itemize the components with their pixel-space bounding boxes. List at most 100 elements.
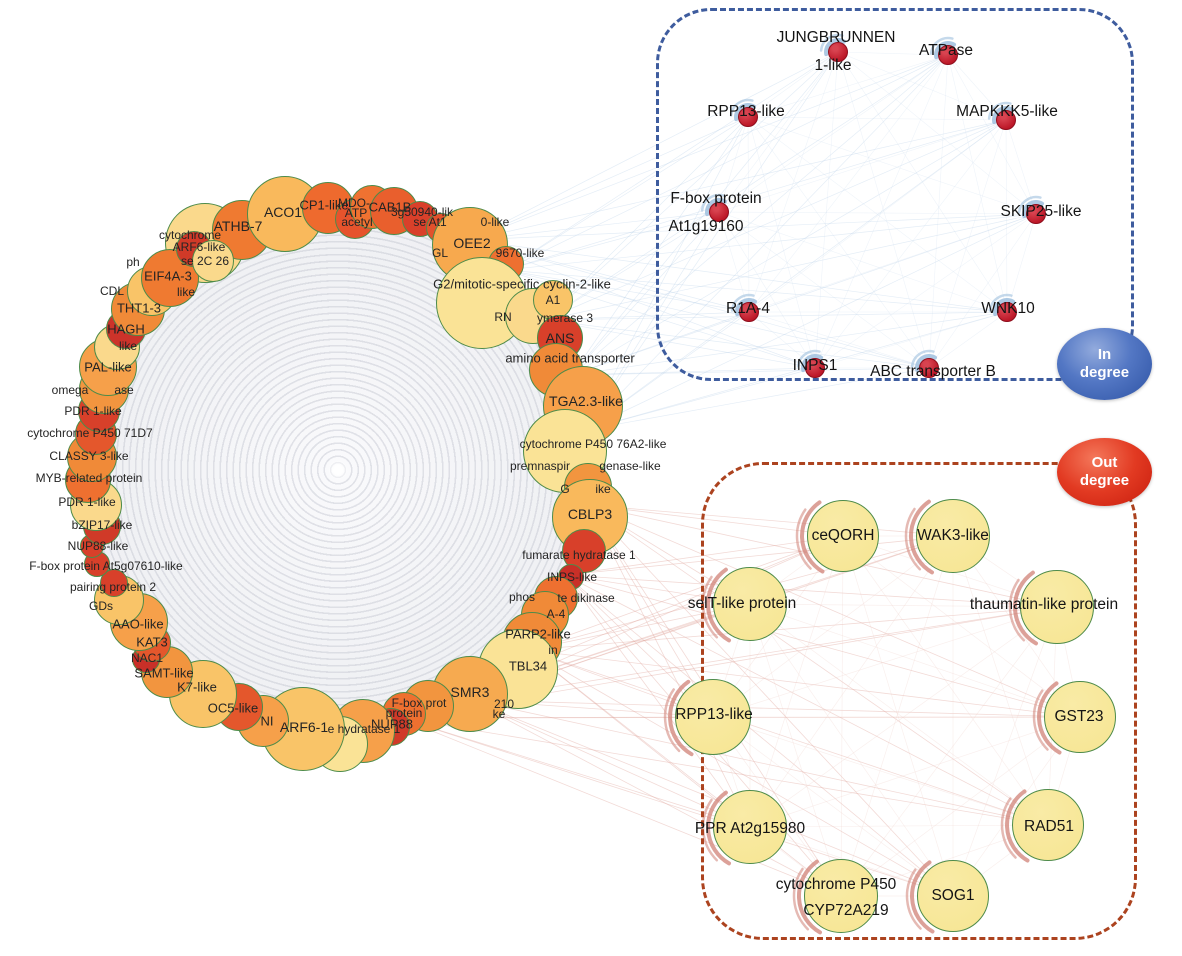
edge-line: [748, 119, 1007, 313]
edge-bundle-arc: [1017, 195, 1042, 214]
edge-bundle-arc: [797, 859, 822, 935]
ring-node-label: CP1-like: [299, 197, 349, 213]
edge-bundle-arc: [705, 198, 727, 217]
edge-line: [814, 311, 1008, 369]
edge-bundle-arc: [929, 36, 954, 55]
edge-line: [584, 213, 1037, 431]
edge-line: [947, 54, 1037, 215]
ring-node-label: CLASSY 3-like: [49, 449, 129, 463]
ring-node-label: GL: [431, 246, 449, 260]
edge-line: [469, 116, 749, 241]
edge-line: [840, 535, 954, 897]
in-degree-node: [738, 107, 758, 127]
ring-node-label: MDO-: [338, 196, 370, 210]
edge-bundle-arc: [934, 41, 956, 60]
edge-bundle-arc: [904, 507, 922, 571]
edge-bundle-arc: [663, 688, 681, 753]
edge-bundle-arc: [730, 293, 755, 312]
edge-line: [718, 211, 930, 369]
ring-node-label: THT1-3: [116, 300, 162, 316]
ring-node-label: ymerase 3: [536, 311, 594, 325]
edge-line: [749, 603, 954, 897]
edge-line: [718, 119, 1007, 213]
edge-line: [747, 116, 816, 369]
out-degree-node: [713, 567, 787, 641]
edge-line: [544, 54, 949, 321]
ring-node-label: 9670-like: [495, 246, 545, 260]
ring-node-label: bZIP17-like: [71, 518, 133, 532]
edge-bundle-arc: [1032, 689, 1049, 751]
edge-line: [544, 319, 930, 369]
in-degree-node-label: MAPKKK5-like: [956, 103, 1058, 120]
edge-line: [928, 54, 949, 369]
edge-line: [712, 716, 954, 897]
edge-line: [814, 54, 949, 369]
edge-line: [469, 606, 1058, 701]
edge-line: [840, 606, 1058, 897]
ring-node-label: ke: [492, 707, 506, 721]
edge-line: [399, 717, 1049, 826]
edge-bundle-arc: [729, 98, 754, 117]
ring-node-label: HAGH: [107, 321, 145, 337]
out-degree-node-label: thaumatin-like protein: [969, 596, 1119, 613]
edge-bundle-arc: [910, 860, 935, 934]
edge-bundle-arc: [706, 567, 731, 643]
edge-line: [469, 119, 1007, 241]
ring-node-label: 210: [493, 697, 515, 711]
edge-line: [747, 116, 1007, 121]
edge-line: [749, 606, 1058, 828]
edge-line: [469, 213, 1037, 241]
ring-node-label: EIF4A-3: [144, 268, 192, 284]
edge-line: [564, 574, 1058, 608]
in-degree-node: [739, 302, 759, 322]
edge-bundle-arc: [1013, 570, 1038, 646]
ring-node-label: ACO1: [263, 204, 303, 220]
edge-bundle-arc: [910, 349, 935, 368]
ring-node-label: PDR 1-like: [64, 404, 122, 418]
edge-line: [571, 367, 930, 376]
ring-node-label: 3g50940-lik: [390, 205, 454, 219]
ring-node-label: premnaspir: [509, 459, 571, 473]
edge-line: [718, 211, 1037, 215]
edge-line: [952, 606, 1058, 897]
edge-line: [584, 119, 1007, 431]
edge-bundle-arc: [1000, 797, 1017, 859]
edge-bundle-arc: [700, 193, 725, 212]
in-degree-node-label: RPP13-like: [707, 103, 785, 120]
edge-bundle-arc: [792, 867, 810, 931]
ring-node-label: NUP88-like: [67, 539, 129, 553]
ring-node-label: TBL34: [508, 658, 548, 674]
edge-line: [842, 535, 954, 897]
edge-line: [814, 119, 1007, 369]
ring-node-label: ph: [126, 255, 140, 269]
edge-line: [747, 116, 1037, 215]
ring-node-label: cytochrome: [158, 228, 222, 242]
edge-line: [469, 699, 1081, 718]
out-degree-node: [917, 860, 989, 932]
in-degree-node: [1026, 204, 1046, 224]
edge-line: [814, 51, 839, 369]
ring-node-label: PDR 1-like: [58, 495, 116, 509]
ring-node-label: in: [548, 643, 558, 657]
ring-node-label: ATHB-7: [213, 218, 263, 234]
ring-node-label: PAL-like: [84, 359, 132, 375]
in-degree-node-label: At1g19160: [668, 218, 744, 235]
edge-line: [748, 54, 949, 313]
edge-line: [749, 603, 842, 897]
ring-node-label: G2/mitotic-specific cyclin-2-like: [433, 276, 611, 292]
edge-bundle-arc: [1008, 578, 1026, 642]
edge-line: [748, 311, 930, 369]
edge-line: [928, 119, 1007, 369]
ring-node-label: se At1: [413, 215, 447, 229]
edge-line: [947, 54, 1007, 121]
ring-node-label: e hydratase 1: [327, 722, 401, 736]
edge-bundle-arc: [915, 354, 937, 373]
edge-line: [544, 311, 1008, 321]
edge-line: [749, 603, 1058, 608]
out-degree-node-label: RAD51: [1024, 818, 1074, 835]
out-degree-node: [713, 790, 787, 864]
edge-line: [837, 51, 1037, 215]
out-degree-node-label: WAK3-like: [917, 527, 989, 544]
edge-line: [718, 211, 1008, 313]
